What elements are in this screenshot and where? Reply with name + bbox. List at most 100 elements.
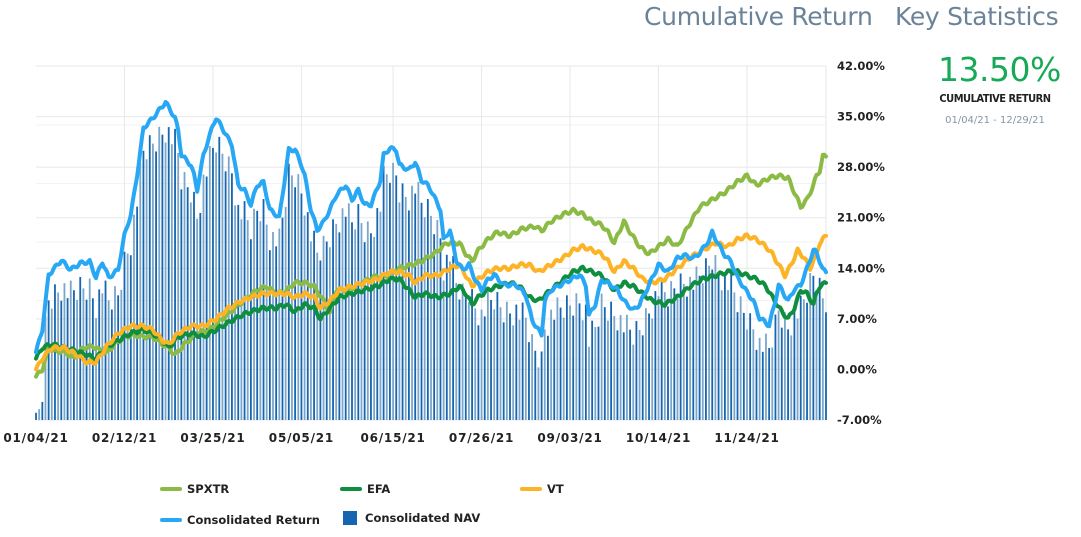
nav-bar	[180, 189, 183, 420]
nav-bar	[152, 143, 154, 420]
nav-bar	[60, 300, 63, 420]
nav-bar	[199, 212, 202, 420]
nav-bar	[515, 304, 518, 420]
nav-bar	[136, 206, 139, 420]
y-axis-labels: 42.00% 35.00% 28.00% 21.00% 14.00% 7.00% 0.00%…	[837, 59, 885, 427]
nav-bar	[227, 156, 230, 420]
nav-bar	[322, 235, 325, 420]
chart-title: Cumulative Return	[644, 2, 873, 31]
nav-bar	[234, 205, 236, 420]
nav-bar	[550, 309, 552, 420]
nav-bar	[771, 347, 774, 420]
nav-bar	[426, 198, 429, 420]
nav-bar	[818, 277, 821, 420]
nav-bar	[442, 280, 445, 420]
nav-bar	[155, 151, 157, 420]
nav-bar	[651, 318, 654, 420]
nav-bar	[663, 292, 666, 420]
nav-bar	[528, 342, 530, 420]
nav-bar	[249, 239, 252, 420]
nav-bar	[676, 295, 679, 420]
nav-bar	[170, 144, 173, 420]
consolidated-return-line-swatch-icon	[160, 518, 182, 522]
nav-bar	[414, 193, 417, 420]
nav-bar	[47, 300, 50, 420]
nav-bar	[142, 150, 145, 420]
efa-line-swatch-icon	[340, 487, 362, 491]
nav-bar	[777, 310, 780, 420]
nav-bar	[464, 292, 467, 420]
series-line-consolidated-return	[34, 100, 828, 355]
nav-bar	[360, 223, 363, 420]
legend-item-vt[interactable]: VT	[520, 482, 564, 496]
nav-bar	[256, 210, 259, 420]
nav-bar	[325, 241, 328, 420]
nav-bar	[196, 218, 199, 420]
legend-item-spxtr[interactable]: SPXTR	[160, 482, 229, 496]
nav-bar	[553, 319, 556, 420]
nav-bar	[458, 299, 461, 420]
x-tick-label: 01/04/21	[3, 431, 68, 445]
nav-bar	[575, 293, 578, 420]
nav-bar	[423, 217, 426, 420]
nav-bar	[205, 176, 208, 420]
nav-bar	[76, 299, 78, 420]
nav-bar	[224, 171, 227, 420]
nav-bar	[708, 265, 710, 420]
x-tick-label: 11/24/21	[714, 431, 779, 445]
nav-bar	[679, 273, 682, 420]
nav-bar	[357, 204, 360, 420]
nav-bar	[373, 236, 376, 420]
nav-bar	[717, 273, 720, 420]
nav-bar	[471, 289, 473, 420]
series-line-efa	[34, 264, 828, 362]
nav-bar	[787, 329, 789, 420]
nav-bar	[474, 308, 477, 420]
nav-bar	[774, 314, 777, 420]
nav-bar	[186, 187, 189, 420]
nav-bar	[420, 202, 423, 420]
nav-bar	[208, 145, 211, 420]
y-tick-label: 7.00%	[837, 312, 877, 326]
nav-bar	[739, 296, 742, 420]
nav-bar	[253, 208, 255, 420]
nav-bar	[689, 276, 692, 420]
legend-item-consolidated-nav[interactable]: Consolidated NAV	[341, 511, 480, 525]
nav-bar	[556, 297, 559, 420]
cumulative-return-chart: 42.00% 35.00% 28.00% 21.00% 14.00% 7.00% 0.00%…	[3, 59, 885, 445]
nav-bar	[578, 303, 581, 420]
nav-bar	[499, 307, 502, 420]
nav-bar	[237, 204, 240, 420]
nav-bar	[667, 306, 669, 420]
nav-bar	[670, 281, 673, 420]
nav-bar	[821, 298, 824, 420]
nav-bar	[654, 291, 657, 420]
nav-bar	[351, 222, 353, 420]
nav-bar	[54, 284, 56, 420]
nav-bar	[768, 348, 771, 420]
x-tick-label: 10/14/21	[626, 431, 691, 445]
nav-bar	[588, 346, 590, 420]
nav-bar	[398, 202, 401, 420]
series-lines	[34, 100, 828, 379]
nav-bar	[439, 238, 442, 420]
nav-bar	[543, 329, 546, 420]
nav-bar	[275, 246, 278, 420]
nav-bar	[537, 367, 540, 420]
nav-bar	[231, 173, 233, 420]
nav-bar	[547, 335, 549, 420]
nav-bar	[303, 215, 306, 420]
y-tick-label: 14.00%	[837, 261, 885, 275]
x-tick-label: 07/26/21	[449, 431, 514, 445]
nav-bar	[594, 327, 597, 420]
nav-bar	[215, 152, 218, 421]
y-tick-label: 0.00%	[837, 362, 877, 376]
nav-bar	[455, 282, 458, 420]
nav-bar	[139, 162, 142, 420]
legend-item-efa[interactable]: EFA	[340, 482, 390, 496]
nav-bar	[565, 295, 568, 420]
nav-bar	[815, 289, 818, 420]
nav-bar	[468, 302, 470, 420]
legend-item-consolidated-return[interactable]: Consolidated Return	[160, 513, 320, 527]
nav-bar	[626, 314, 628, 420]
